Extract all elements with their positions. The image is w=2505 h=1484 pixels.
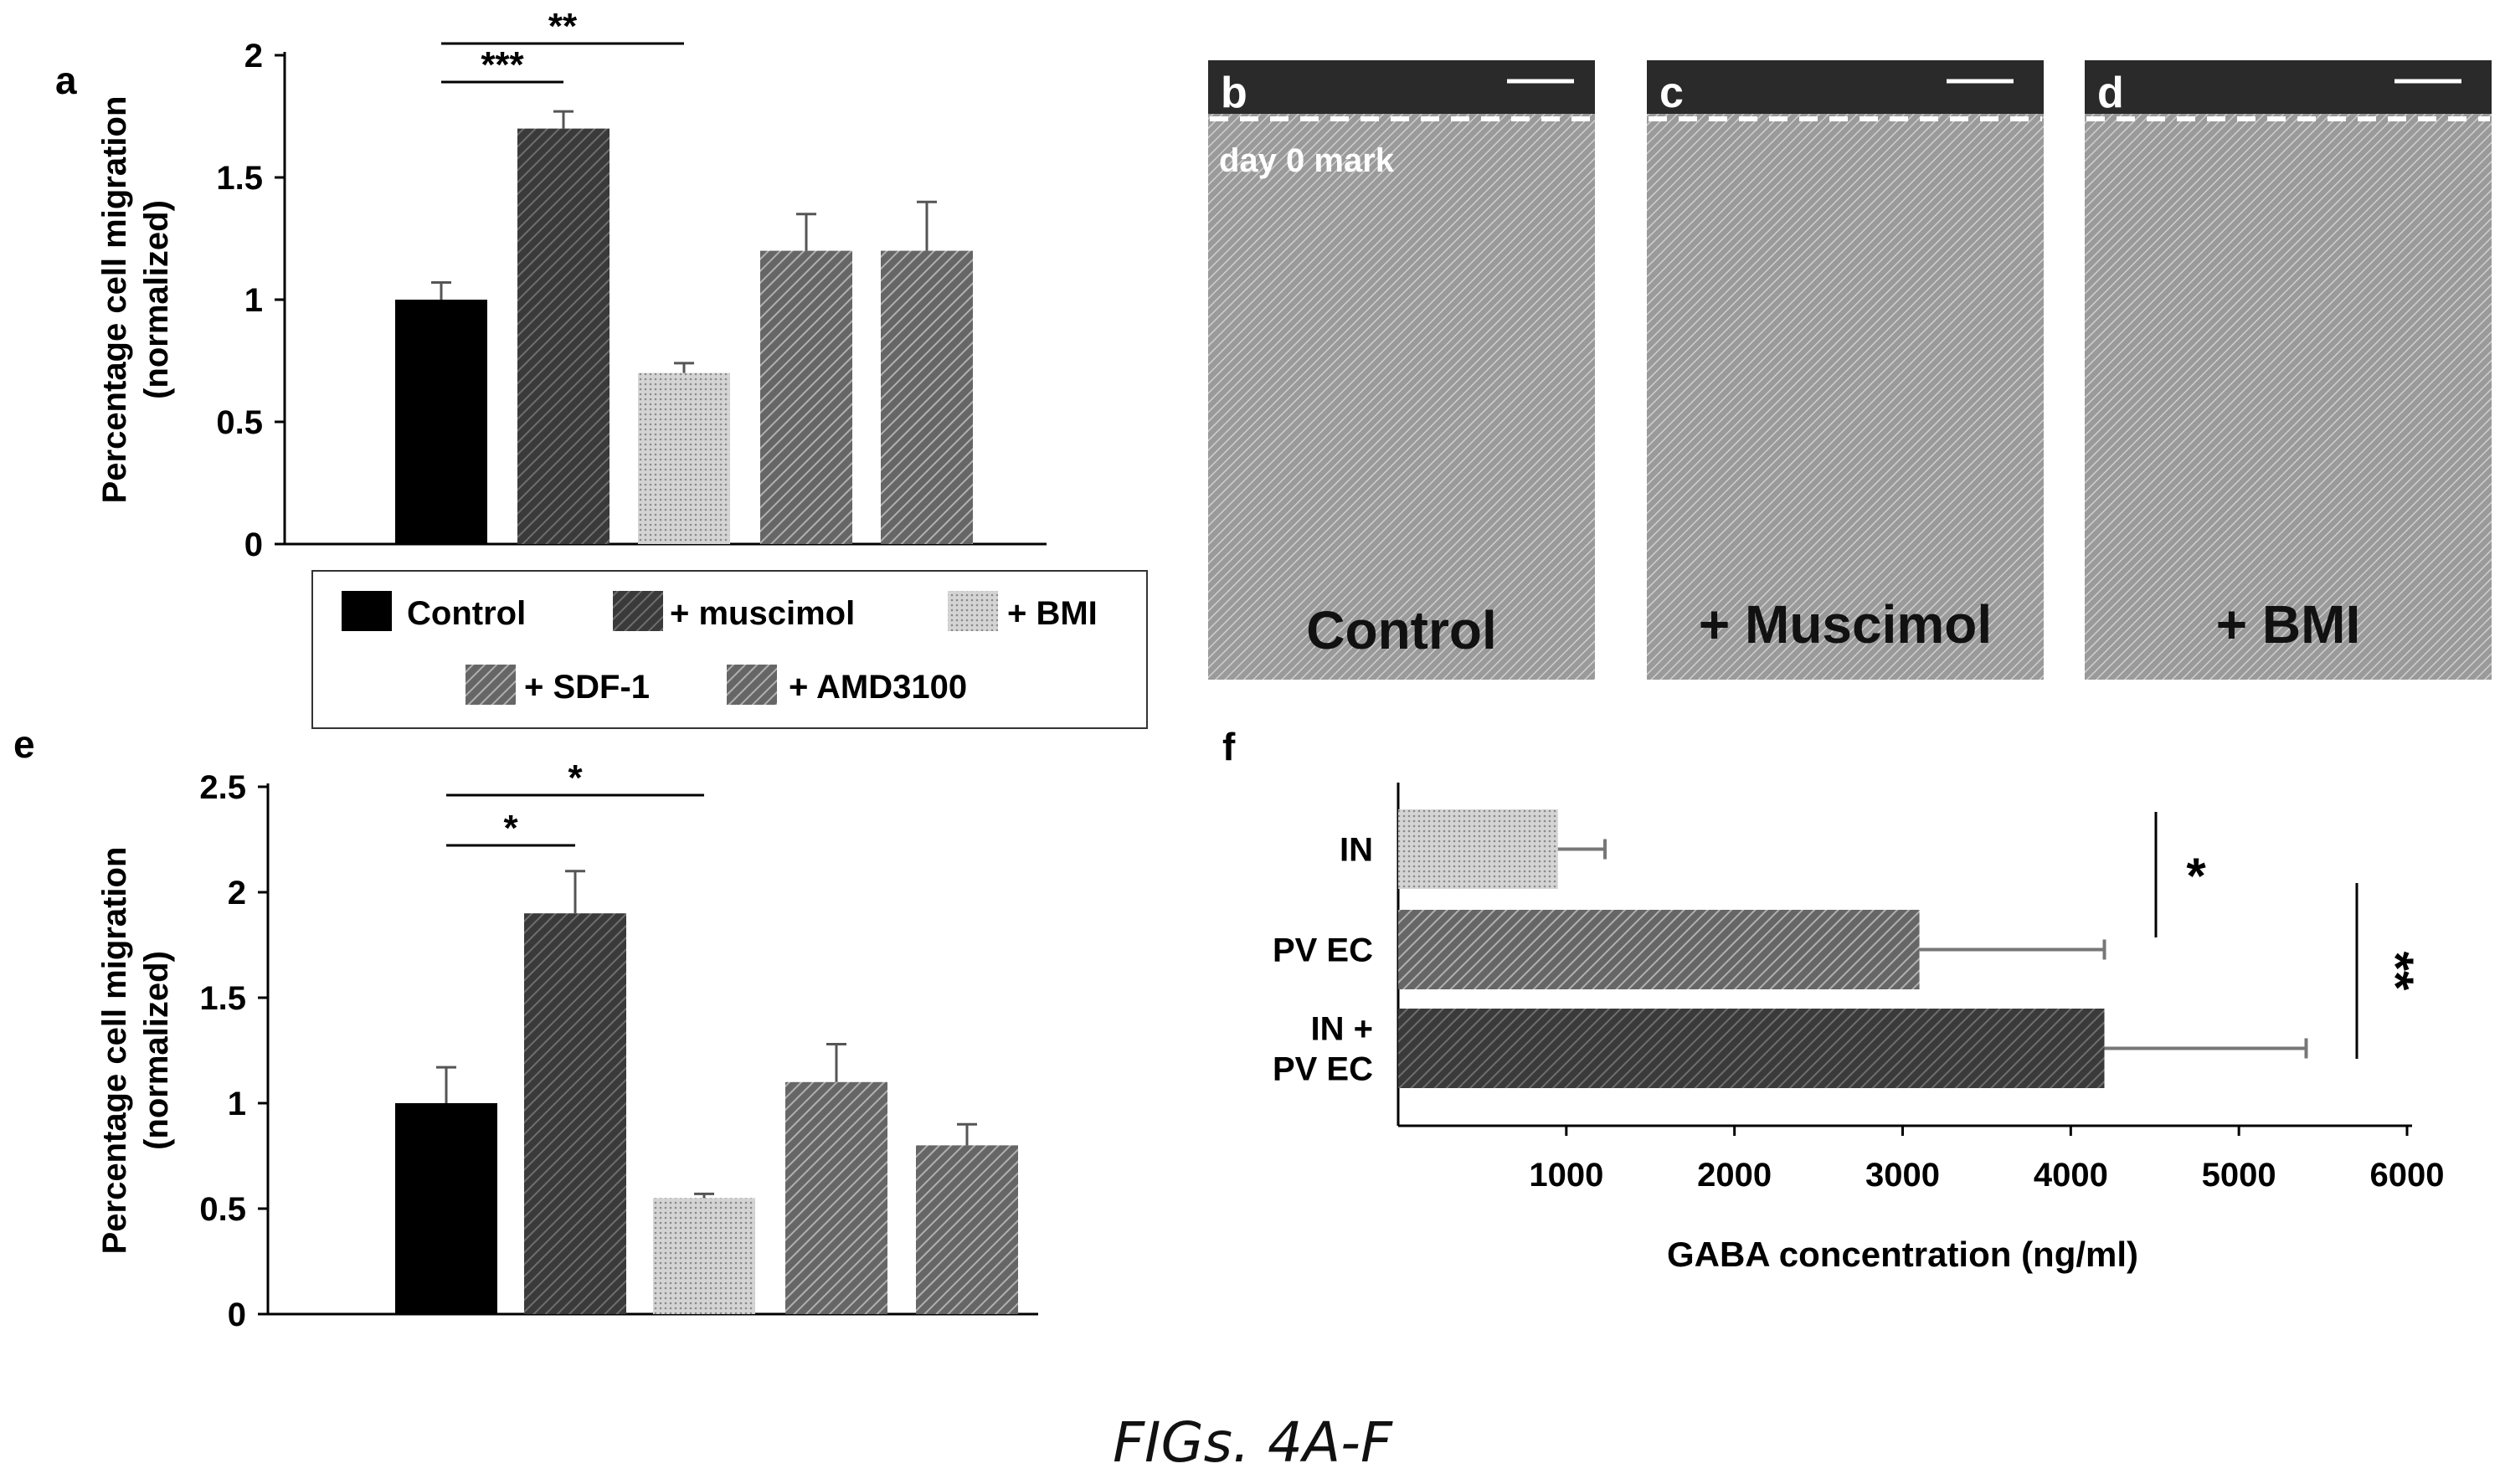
micrograph-d-letter: d [2097, 69, 2124, 117]
significance-label: * [568, 757, 583, 798]
micrograph-d-header [2085, 60, 2492, 114]
micrograph-c-letter: c [1659, 69, 1684, 117]
significance-label: ** [548, 6, 578, 47]
y-tick-label: 2 [244, 38, 263, 74]
legend-item-sdf1: + SDF-1 [466, 665, 650, 706]
legend-label-muscimol: + muscimol [670, 595, 855, 632]
x-tick-label: 3000 [1865, 1157, 1940, 1194]
bar-muscimol [524, 913, 626, 1314]
y-tick-label: 1.5 [216, 160, 263, 197]
legend-item-muscimol: + muscimol [613, 591, 855, 632]
bar-control [395, 1103, 497, 1314]
micrograph-d-condition: + BMI [2216, 594, 2360, 655]
x-tick-label: 6000 [2370, 1157, 2445, 1194]
panel-letter-a: a [55, 59, 77, 102]
figure-caption: FIGs. 4A-F [1113, 1410, 1392, 1475]
micrograph-b-letter: b [1221, 69, 1247, 117]
legend-label-sdf1: + SDF-1 [524, 669, 650, 706]
bar-control [395, 300, 487, 544]
panel-letter-e: e [13, 722, 35, 766]
legend-swatch-sdf1 [466, 665, 516, 705]
bar-in-pv-ec [1398, 1009, 2105, 1088]
legend-item-bmi: + BMI [948, 591, 1098, 632]
legend-label-control: Control [407, 595, 526, 632]
legend-item-control: Control [342, 591, 526, 632]
micrograph-c-condition: + Muscimol [1699, 594, 1992, 655]
significance-label: *** [481, 44, 524, 85]
y-tick-label: 0.5 [199, 1191, 246, 1228]
micrograph-b-mark-label: day 0 mark [1219, 142, 1395, 179]
chart-panel-f: 1000 2000 3000 4000 5000 6000 GABA concentrati… [1273, 783, 2445, 1274]
micrograph-d-image [2085, 60, 2492, 680]
significance-label: * [2186, 848, 2206, 904]
y-axis-label: Percentage cell migration (normalized) [96, 847, 175, 1255]
bar-amd3100 [881, 250, 973, 544]
bar-bmi [653, 1198, 755, 1314]
bar-bmi [638, 372, 730, 544]
legend: Control + muscimol + BMI + SDF-1 + AMD31… [311, 570, 1148, 729]
y-tick-label: 0.5 [216, 404, 263, 441]
x-tick-label: 2000 [1697, 1157, 1772, 1194]
micrograph-c-header [1647, 60, 2044, 114]
y-tick-label: 2 [228, 875, 246, 911]
category-label: PV EC [1273, 1051, 1373, 1088]
bar-in [1398, 809, 1558, 889]
category-label: PV EC [1273, 932, 1373, 969]
legend-label-amd3100: + AMD3100 [789, 669, 967, 706]
y-tick-label: 2.5 [199, 769, 246, 806]
y-tick-label: 0 [244, 526, 263, 563]
y-tick-label: 1 [244, 282, 263, 319]
legend-item-amd3100: + AMD3100 [727, 665, 967, 706]
bar-sdf1 [785, 1081, 887, 1314]
micrograph-b-image [1208, 60, 1595, 680]
category-label: IN + [1311, 1011, 1373, 1048]
bar-pv-ec [1398, 910, 1920, 989]
x-tick-label: 4000 [2034, 1157, 2108, 1194]
chart-panel-a: 0 0.5 1 1.5 2 Percentage cell migration (norma… [96, 6, 1047, 563]
x-axis-label: GABA concentration (ng/ml) [1667, 1235, 2138, 1274]
y-axis-label: Percentage cell migration (normalized) [96, 96, 175, 504]
y-tick-label: 1 [228, 1086, 246, 1122]
bar-amd3100 [916, 1145, 1018, 1314]
micrograph-c: c + Muscimol [1647, 60, 2044, 680]
bar-muscimol [517, 128, 610, 544]
bar-sdf1 [760, 250, 852, 544]
y-tick-label: 1.5 [199, 980, 246, 1017]
significance-label: ** [2368, 952, 2424, 991]
micrograph-d: d + BMI [2085, 60, 2492, 680]
chart-panel-e: 0 0.5 1 1.5 2 2.5 Percentage cell migration (no… [96, 757, 1038, 1333]
y-axis-label-line: (normalized) [138, 951, 175, 1150]
legend-label-bmi: + BMI [1007, 595, 1098, 632]
y-tick-label: 0 [228, 1297, 246, 1333]
legend-swatch-bmi [948, 591, 998, 631]
legend-swatch-amd3100 [727, 665, 777, 705]
legend-swatch-control [342, 591, 392, 631]
legend-swatch-muscimol [613, 591, 663, 631]
panel-letter-f: f [1222, 725, 1236, 768]
micrograph-b-header [1208, 60, 1595, 114]
y-axis-label-line: Percentage cell migration [96, 847, 133, 1255]
y-axis-label-line: (normalized) [138, 200, 175, 399]
micrograph-c-image [1647, 60, 2044, 680]
category-label: IN [1340, 832, 1373, 869]
y-axis-label-line: Percentage cell migration [96, 96, 133, 504]
micrograph-b-condition: Control [1306, 600, 1497, 660]
significance-label: * [503, 808, 518, 849]
x-tick-label: 5000 [2202, 1157, 2276, 1194]
micrograph-b: b day 0 mark Control [1208, 60, 1595, 680]
x-tick-label: 1000 [1529, 1157, 1603, 1194]
